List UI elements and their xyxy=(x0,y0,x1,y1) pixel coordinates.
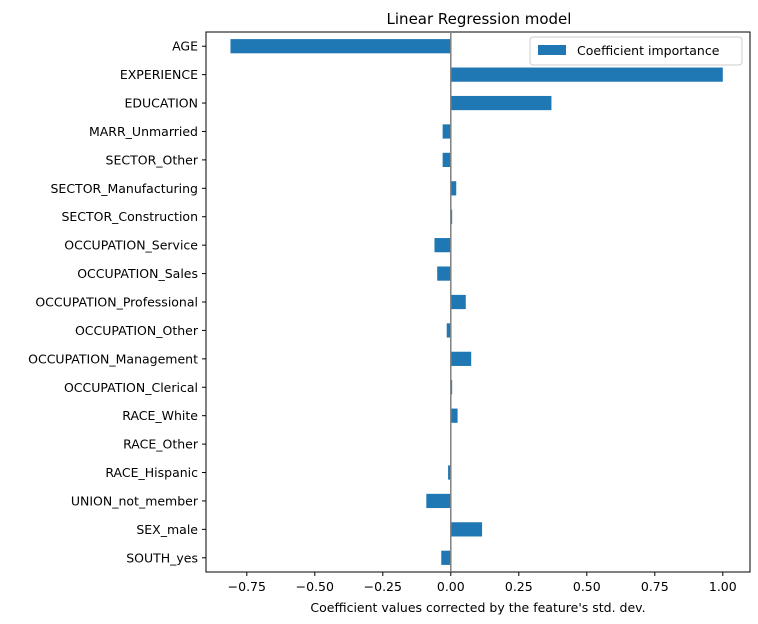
y-tick-label: RACE_Other xyxy=(123,437,199,452)
x-tick-label: 0.25 xyxy=(505,579,533,594)
y-tick-label: EDUCATION xyxy=(125,96,199,111)
x-tick-label: 0.75 xyxy=(641,579,669,594)
x-tick-label: −0.75 xyxy=(228,579,266,594)
y-tick-label: SEX_male xyxy=(136,522,198,537)
x-axis: −0.75 −0.50 −0.25 0.00 0.25 0.50 0.75 1.00 xyxy=(228,572,737,594)
y-tick-label: UNION_not_member xyxy=(71,493,199,508)
bars-group xyxy=(230,39,723,565)
bar xyxy=(450,67,723,82)
y-tick-label: OCCUPATION_Clerical xyxy=(64,380,198,395)
x-tick-label: 1.00 xyxy=(709,579,737,594)
y-axis: AGE EXPERIENCE EDUCATION MARR_Unmarried SECT… xyxy=(28,39,206,565)
bar xyxy=(441,550,451,565)
y-tick-label: MARR_Unmarried xyxy=(89,124,198,139)
y-tick-label: RACE_Hispanic xyxy=(105,465,198,480)
y-tick-label: SECTOR_Other xyxy=(106,152,199,167)
bar xyxy=(442,152,451,167)
y-tick-label: OCCUPATION_Professional xyxy=(35,295,198,310)
y-tick-label: RACE_White xyxy=(122,408,198,423)
x-tick-label: 0.50 xyxy=(573,579,601,594)
y-tick-label: AGE xyxy=(172,39,198,54)
bar xyxy=(230,39,451,54)
x-axis-label: Coefficient values corrected by the feat… xyxy=(310,600,645,615)
bar xyxy=(450,294,466,310)
bar xyxy=(446,323,451,338)
bar xyxy=(426,493,451,509)
y-tick-label: SOUTH_yes xyxy=(126,550,198,565)
y-tick-label: SECTOR_Manufacturing xyxy=(51,181,199,196)
y-tick-label: SECTOR_Construction xyxy=(61,209,198,224)
bar xyxy=(450,181,457,196)
x-tick-label: −0.25 xyxy=(364,579,402,594)
bar xyxy=(434,238,451,253)
y-tick-label: OCCUPATION_Management xyxy=(28,351,198,366)
bar xyxy=(448,465,451,480)
x-tick-label: −0.50 xyxy=(296,579,334,594)
legend-box xyxy=(529,36,743,66)
bar xyxy=(437,266,451,281)
y-tick-label: OCCUPATION_Other xyxy=(75,323,199,338)
plot-frame xyxy=(205,31,751,573)
legend-swatch xyxy=(538,45,566,55)
bar xyxy=(450,95,552,111)
y-tick-label: OCCUPATION_Sales xyxy=(77,266,198,281)
bar xyxy=(450,522,483,537)
bar xyxy=(450,351,472,366)
bar xyxy=(442,124,451,139)
legend: Coefficient importance xyxy=(529,36,743,66)
chart-title: Linear Regression model xyxy=(387,10,572,28)
x-tick-label: 0.00 xyxy=(437,579,465,594)
y-tick-label: OCCUPATION_Service xyxy=(64,238,198,253)
y-tick-label: EXPERIENCE xyxy=(120,67,198,82)
legend-label: Coefficient importance xyxy=(577,43,720,58)
bar xyxy=(450,408,458,423)
